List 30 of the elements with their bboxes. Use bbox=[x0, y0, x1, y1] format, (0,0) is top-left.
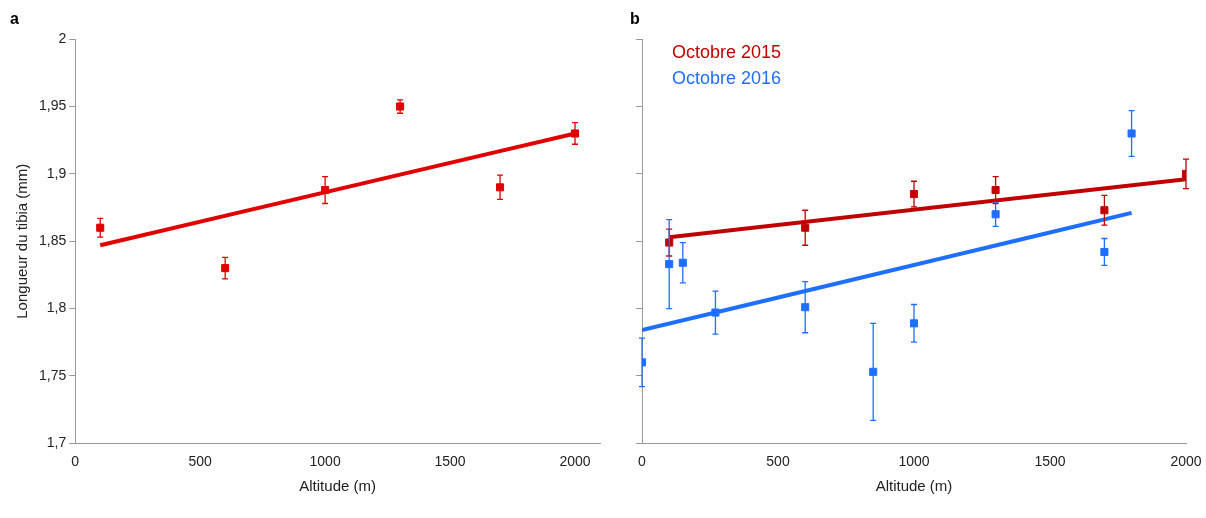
y-tick-label: 2 bbox=[58, 30, 67, 47]
x-tick-label: 2000 bbox=[1170, 453, 1202, 470]
text: Octobre 2016 bbox=[672, 68, 782, 89]
x-axis-title: Altitude (m) bbox=[875, 477, 953, 495]
y-tick-label: 1,7 bbox=[46, 434, 67, 451]
x-tick-label: 1500 bbox=[1034, 453, 1066, 470]
text: Octobre 2015 bbox=[672, 42, 782, 63]
y-tick-label: 1,8 bbox=[46, 299, 67, 316]
point bbox=[1100, 206, 1109, 215]
point bbox=[1127, 129, 1136, 138]
point bbox=[991, 210, 1000, 219]
y-tick-label: 1,9 bbox=[46, 164, 67, 181]
y-axis-title: Longueur du tibia (mm) bbox=[13, 163, 31, 319]
point bbox=[1100, 247, 1109, 257]
y-tick-label: 1,75 bbox=[39, 366, 67, 383]
x-tick-label: 0 bbox=[638, 453, 647, 470]
x-tick-label: 2000 bbox=[559, 453, 591, 470]
x-tick-label: 1500 bbox=[434, 453, 466, 470]
x-tick-label: 0 bbox=[71, 453, 80, 470]
x-tick-label: 1000 bbox=[898, 453, 930, 470]
chart-title: a bbox=[10, 10, 19, 28]
point bbox=[991, 185, 1000, 195]
y-tick-label: 1,95 bbox=[39, 97, 67, 114]
x-tick-label: 500 bbox=[188, 453, 213, 470]
y-tick-label: 1,85 bbox=[39, 232, 67, 249]
point bbox=[711, 308, 720, 317]
x-axis-title: Altitude (m) bbox=[299, 477, 376, 495]
chart-title: b bbox=[630, 10, 640, 28]
x-tick-label: 1000 bbox=[309, 453, 341, 470]
x-tick-label: 500 bbox=[766, 453, 790, 470]
